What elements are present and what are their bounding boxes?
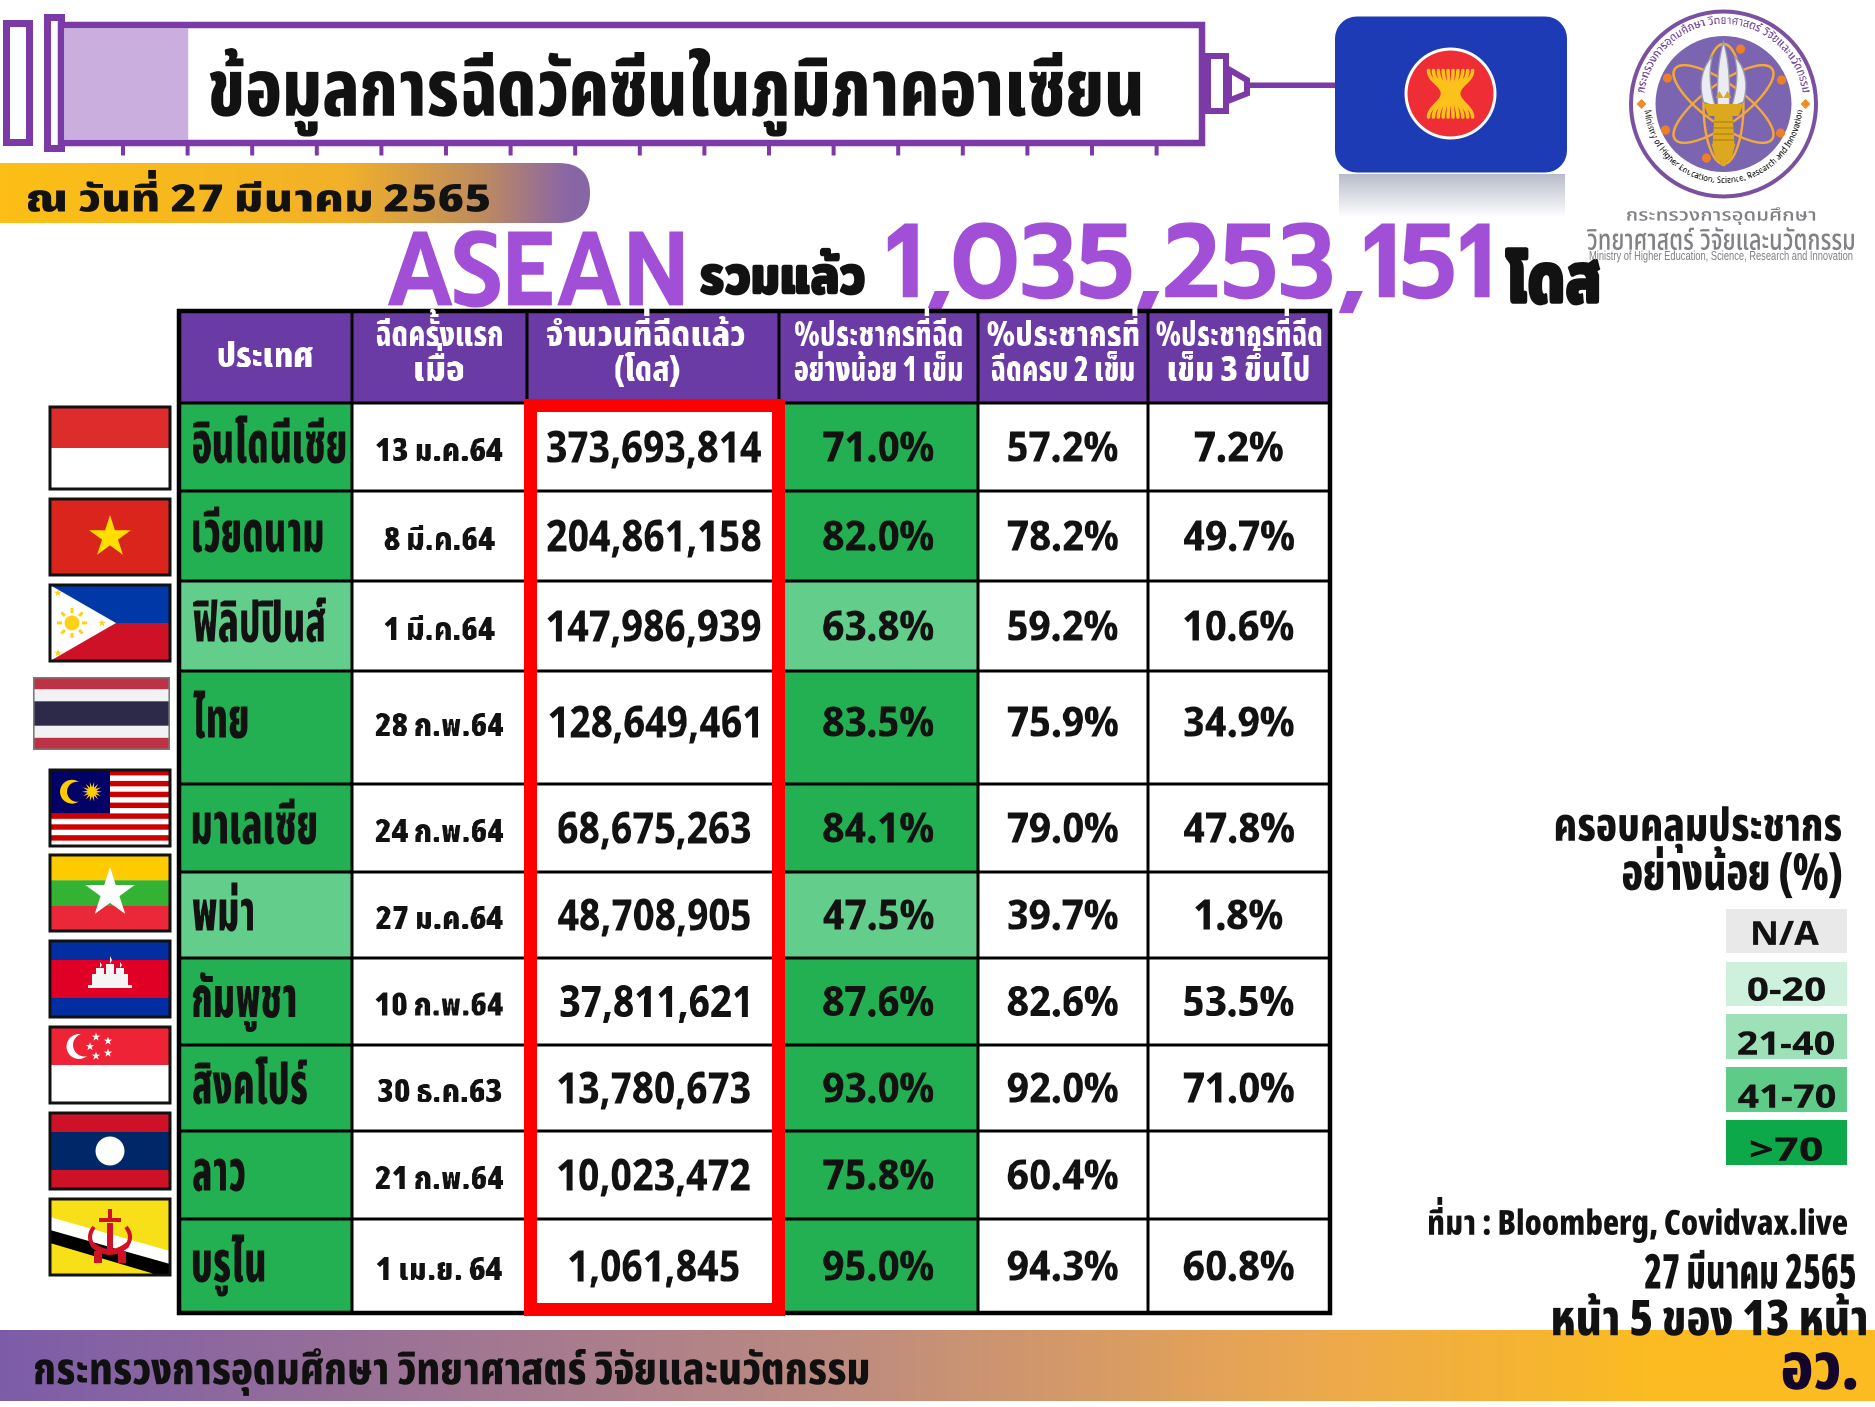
svg-text:Ministry of Higher Education,: Ministry of Higher Education, Science, R… (1589, 249, 1853, 263)
